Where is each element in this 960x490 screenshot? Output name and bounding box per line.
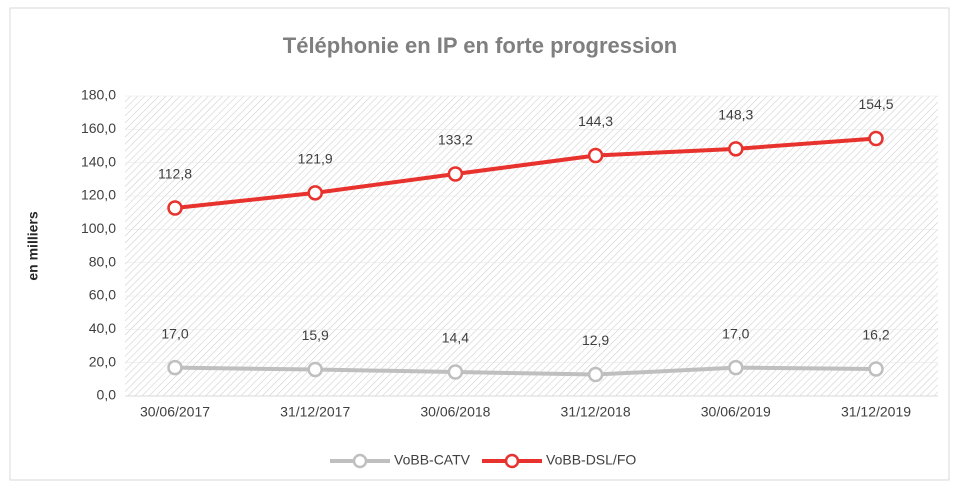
plot-area: [125, 96, 938, 396]
legend-marker: [504, 453, 520, 469]
y-tick-label: 60,0: [89, 287, 116, 303]
point-marker: [587, 366, 604, 383]
y-tick-label: 120,0: [81, 187, 116, 203]
point-marker: [307, 361, 323, 378]
x-tick-label: 30/06/2018: [420, 404, 490, 420]
data-label: 133,2: [438, 132, 473, 148]
y-tick-label: 80,0: [89, 253, 116, 269]
data-label: 16,2: [862, 327, 889, 343]
data-label: 14,4: [442, 330, 469, 346]
data-label: 154,5: [858, 96, 893, 112]
y-tick-label: 40,0: [89, 320, 116, 336]
point-marker: [447, 364, 464, 380]
point-marker: [728, 141, 744, 157]
point-marker: [728, 359, 744, 376]
x-tick-label: 31/12/2017: [280, 404, 350, 420]
legend-label: VoBB-DSL/FO: [546, 452, 636, 468]
x-tick-label: 31/12/2018: [561, 404, 631, 420]
point-marker: [447, 166, 464, 182]
legend-label: VoBB-CATV: [394, 452, 471, 468]
point-marker: [167, 359, 183, 376]
x-tick-label: 30/06/2017: [140, 404, 210, 420]
point-marker: [307, 185, 323, 201]
y-tick-label: 180,0: [81, 87, 116, 103]
y-tick-label: 140,0: [81, 153, 116, 169]
data-label: 17,0: [722, 325, 749, 341]
data-label: 121,9: [298, 151, 333, 167]
data-label: 17,0: [161, 325, 188, 341]
y-axis-label: en milliers: [25, 211, 41, 280]
point-marker: [868, 361, 884, 377]
y-tick-label: 160,0: [81, 120, 116, 136]
y-tick-label: 100,0: [81, 220, 116, 236]
y-tick-label: 20,0: [89, 353, 116, 369]
x-tick-label: 31/12/2019: [841, 404, 911, 420]
data-label: 148,3: [718, 107, 753, 123]
data-label: 144,3: [578, 113, 613, 129]
legend-marker: [352, 453, 368, 469]
chart-title: Téléphonie en IP en forte progression: [283, 33, 677, 58]
x-tick-label: 30/06/2019: [701, 404, 771, 420]
data-label: 112,8: [158, 166, 192, 182]
series-line: [174, 365, 877, 377]
data-label: 15,9: [302, 327, 329, 343]
series-line: [174, 136, 877, 210]
data-label: 12,9: [582, 332, 609, 348]
point-marker: [868, 130, 884, 147]
point-marker: [587, 147, 604, 164]
point-marker: [167, 200, 183, 216]
y-tick-label: 0,0: [97, 387, 117, 403]
